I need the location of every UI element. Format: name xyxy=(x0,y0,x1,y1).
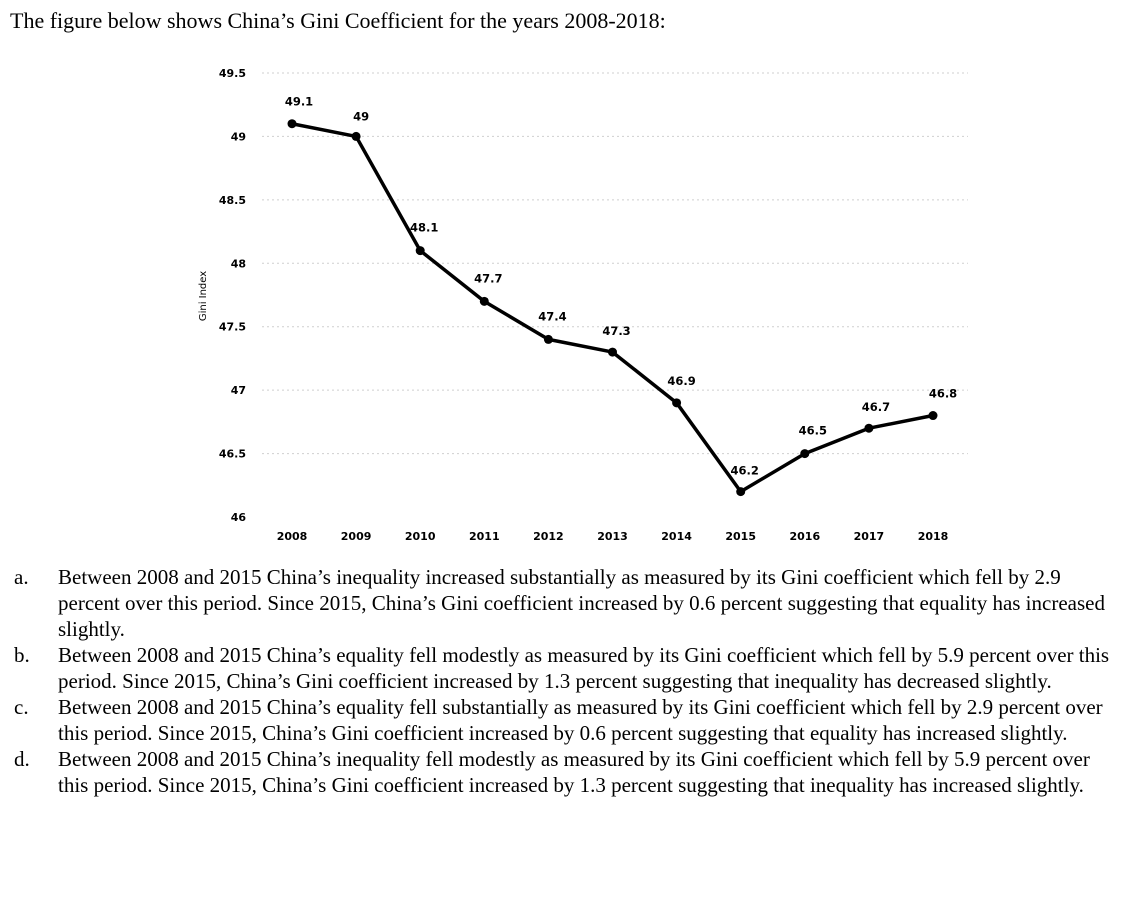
answer-options: a. Between 2008 and 2015 China’s inequal… xyxy=(14,564,1124,798)
y-tick-label: 46 xyxy=(231,511,247,524)
data-point xyxy=(608,347,617,357)
option-text: Between 2008 and 2015 China’s equality f… xyxy=(58,695,1103,745)
y-axis-ticks: 46 46.5 47 47.5 48 48.5 49 49.5 xyxy=(219,67,246,524)
x-tick-label: 2016 xyxy=(789,530,820,543)
x-tick-label: 2009 xyxy=(341,530,372,543)
data-label: 48.1 xyxy=(410,221,438,235)
x-tick-label: 2014 xyxy=(661,530,692,543)
data-label: 49.1 xyxy=(285,95,313,109)
y-tick-label: 47.5 xyxy=(219,321,246,334)
option-text: Between 2008 and 2015 China’s equality f… xyxy=(58,643,1110,693)
y-tick-label: 49 xyxy=(231,130,246,143)
option-d[interactable]: d. Between 2008 and 2015 China’s inequal… xyxy=(14,746,1124,798)
data-points xyxy=(287,119,938,497)
y-axis-title: Gini Index xyxy=(198,271,209,321)
option-letter: d. xyxy=(14,747,30,771)
data-point xyxy=(351,131,361,141)
data-labels: 49.1 49 48.1 47.7 47.4 47.3 46.9 46.2 46.5 46.7 46… xyxy=(285,95,957,478)
data-label: 47.4 xyxy=(538,309,566,323)
data-label: 46.7 xyxy=(862,400,890,414)
data-point xyxy=(479,296,489,306)
data-label: 49 xyxy=(353,109,369,123)
data-label: 46.8 xyxy=(929,387,957,401)
option-a[interactable]: a. Between 2008 and 2015 China’s inequal… xyxy=(14,564,1124,642)
data-point xyxy=(928,411,938,421)
y-tick-label: 47 xyxy=(231,384,246,397)
data-label: 46.2 xyxy=(731,464,759,478)
data-point xyxy=(864,423,874,433)
x-tick-label: 2008 xyxy=(277,530,308,543)
y-tick-label: 46.5 xyxy=(219,448,246,461)
x-tick-label: 2015 xyxy=(725,530,756,543)
option-b[interactable]: b. Between 2008 and 2015 China’s equalit… xyxy=(14,642,1124,694)
x-axis-ticks: 2008 2009 2010 2011 2012 2013 2014 2015 2016 2017… xyxy=(277,530,949,543)
data-point xyxy=(415,246,425,256)
question-text: The figure below shows China’s Gini Coef… xyxy=(10,8,666,33)
data-label: 46.9 xyxy=(667,374,695,388)
data-point xyxy=(800,449,810,459)
x-tick-label: 2011 xyxy=(469,530,500,543)
y-tick-label: 48 xyxy=(231,257,246,270)
x-tick-label: 2012 xyxy=(533,530,564,543)
data-label: 47.7 xyxy=(474,271,502,285)
data-label: 47.3 xyxy=(602,324,630,338)
option-letter: b. xyxy=(14,643,30,667)
x-tick-label: 2010 xyxy=(405,530,436,543)
y-tick-label: 48.5 xyxy=(219,194,246,207)
gini-line-chart: 46 46.5 47 47.5 48 48.5 49 49.5 2008 2009 2010 201… xyxy=(198,67,968,543)
x-tick-label: 2013 xyxy=(597,530,628,543)
series-line xyxy=(291,122,934,494)
option-c[interactable]: c. Between 2008 and 2015 China’s equalit… xyxy=(14,694,1124,746)
option-letter: c. xyxy=(14,695,29,719)
x-tick-label: 2018 xyxy=(918,530,949,543)
data-point xyxy=(736,487,746,497)
option-letter: a. xyxy=(14,565,29,589)
data-point xyxy=(543,334,553,344)
option-text: Between 2008 and 2015 China’s inequality… xyxy=(58,565,1105,641)
data-point xyxy=(672,398,682,408)
data-point xyxy=(287,119,297,129)
x-tick-label: 2017 xyxy=(854,530,885,543)
y-tick-label: 49.5 xyxy=(219,67,246,80)
option-text: Between 2008 and 2015 China’s inequality… xyxy=(58,747,1090,797)
gridlines xyxy=(262,72,968,455)
data-label: 46.5 xyxy=(799,424,827,438)
